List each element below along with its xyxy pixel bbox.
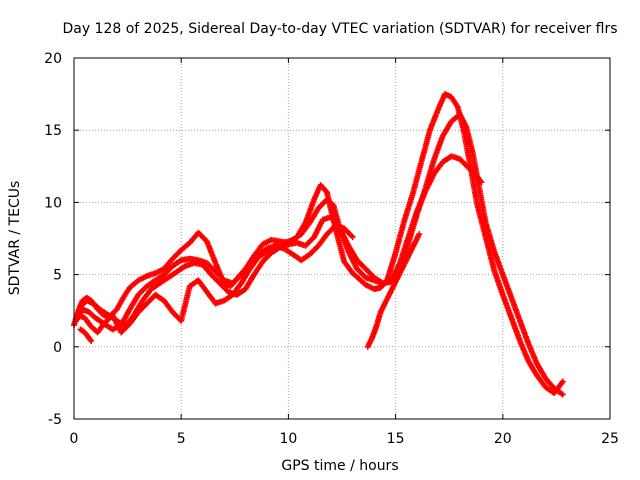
y-tick-label: 0	[53, 340, 62, 356]
x-tick-label: 5	[177, 431, 186, 447]
data-series	[71, 91, 566, 398]
series-track-f	[77, 326, 95, 344]
series-track-e	[364, 231, 423, 350]
series-markers	[364, 231, 423, 350]
series-markers	[75, 222, 356, 336]
y-tick-label: 20	[44, 51, 62, 67]
x-tick-label: 20	[494, 431, 512, 447]
series-markers	[77, 326, 95, 344]
x-axis-label: GPS time / hours	[281, 458, 398, 474]
y-axis-label: SDTVAR / TECUs	[7, 181, 23, 296]
series-track-d	[75, 222, 356, 336]
x-tick-label: 10	[279, 431, 297, 447]
y-tick-label: -5	[48, 412, 62, 428]
x-tick-label: 15	[387, 431, 405, 447]
axis-ticks: 0 5 10 15 20 25 -5 0 5 10 15 20	[44, 51, 619, 447]
chart-title: Day 128 of 2025, Sidereal Day-to-day VTE…	[62, 21, 617, 37]
x-tick-label: 0	[70, 431, 79, 447]
plot-frame	[73, 57, 611, 420]
y-tick-label: 5	[53, 268, 62, 284]
y-tick-label: 15	[44, 123, 62, 139]
x-tick-label: 25	[601, 431, 619, 447]
y-tick-label: 10	[44, 195, 62, 211]
grid-lines	[74, 58, 610, 419]
